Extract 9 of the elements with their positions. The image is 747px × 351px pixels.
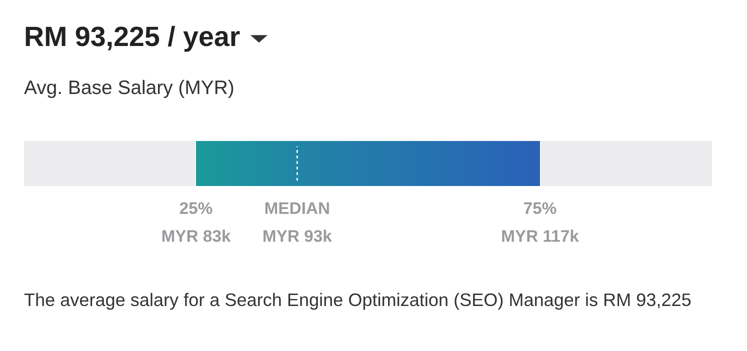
category-label: 25% [180, 202, 212, 214]
data-label: MYR 83k [162, 230, 231, 242]
category-label: MEDIAN [265, 202, 329, 214]
data-label: MYR 117k [502, 230, 579, 242]
data-label: MYR 93k [264, 230, 332, 242]
category-label: 75% [524, 202, 556, 214]
text: RM 93,225 / year [26, 26, 240, 52]
text: The average salary for a Search Engine Optimization (SEO) Manager is RM 93,225 [24, 292, 691, 310]
text: Avg. Base Salary (MYR) [24, 80, 234, 98]
